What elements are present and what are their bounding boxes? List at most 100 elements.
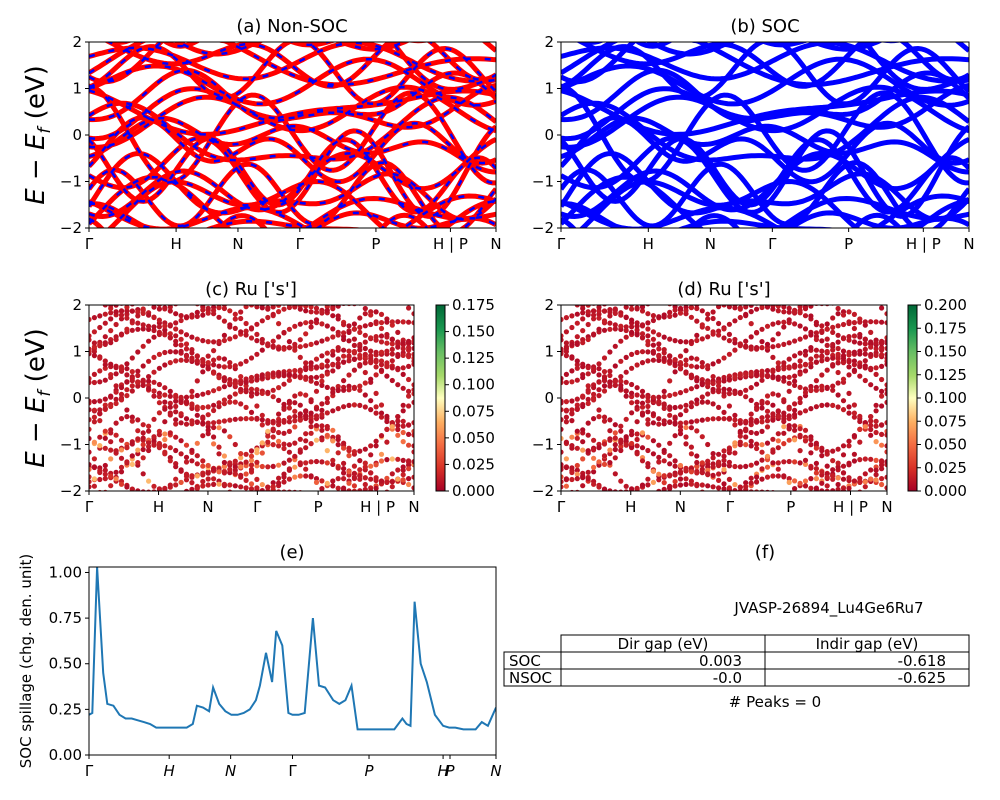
- projection-point: [238, 380, 244, 387]
- projection-point: [575, 489, 580, 491]
- projection-point: [738, 545, 743, 550]
- projection-point: [634, 306, 640, 312]
- projection-point: [629, 268, 634, 273]
- projection-point: [260, 518, 265, 523]
- projection-point: [569, 469, 575, 476]
- projection-point: [694, 481, 700, 487]
- projection-point: [879, 345, 885, 351]
- projection-point: [281, 406, 287, 412]
- projection-point: [297, 473, 303, 479]
- projection-point: [726, 338, 733, 344]
- projection-point: [151, 293, 156, 298]
- projection-point: [124, 407, 130, 413]
- projection-point: [688, 400, 695, 406]
- xtick-label: P: [371, 235, 380, 253]
- projection-point: [303, 509, 308, 514]
- projection-point: [146, 547, 151, 552]
- projection-point: [716, 500, 721, 505]
- projection-point: [401, 275, 406, 280]
- projection-point: [596, 502, 601, 507]
- projection-point: [184, 542, 189, 547]
- projection-point: [335, 406, 341, 412]
- projection-point: [265, 260, 270, 265]
- projection-point: [661, 357, 667, 363]
- projection-point: [879, 481, 885, 488]
- projection-point: [639, 458, 646, 464]
- projection-point: [667, 453, 673, 459]
- projection-point: [591, 283, 596, 288]
- projection-point: [216, 504, 221, 509]
- projection-point: [244, 267, 249, 272]
- projection-point: [629, 306, 635, 312]
- projection-point: [249, 258, 254, 263]
- projection-point: [645, 358, 651, 364]
- projection-point: [368, 312, 374, 318]
- projection-point: [797, 426, 803, 432]
- projection-point: [699, 482, 705, 488]
- projection-point: [803, 495, 808, 500]
- projection-point: [563, 315, 570, 321]
- projection-point: [97, 407, 103, 413]
- projection-point: [351, 385, 357, 391]
- xtick-label: H: [153, 498, 164, 516]
- projection-point: [694, 464, 700, 470]
- projection-point: [830, 458, 836, 464]
- projection-point: [162, 531, 167, 536]
- projection-point: [699, 336, 705, 342]
- projection-point: [775, 438, 781, 444]
- projection-point: [308, 459, 314, 465]
- projection-point: [286, 377, 292, 383]
- projection-point: [221, 378, 227, 384]
- projection-point: [683, 420, 689, 426]
- cbar-tick-label: 0.050: [452, 429, 495, 447]
- band-line: [89, 69, 496, 122]
- projection-point: [168, 496, 173, 501]
- projection-point: [607, 488, 613, 491]
- projection-point: [786, 317, 792, 323]
- projection-point: [716, 267, 721, 272]
- projection-point: [227, 505, 232, 510]
- projection-point: [189, 402, 195, 408]
- projection-point: [248, 481, 255, 487]
- projection-point: [743, 311, 749, 317]
- projection-point: [357, 341, 363, 348]
- projection-point: [656, 357, 662, 363]
- projection-point: [802, 457, 809, 463]
- projection-point: [162, 274, 167, 279]
- projection-point: [270, 418, 276, 424]
- projection-point: [862, 456, 868, 462]
- projection-point: [759, 428, 765, 434]
- projection-point: [281, 259, 286, 264]
- projection-point: [884, 274, 889, 279]
- projection-point: [732, 422, 738, 428]
- projection-point: [574, 362, 580, 368]
- projection-point: [667, 404, 673, 410]
- projection-point: [743, 484, 749, 490]
- projection-point: [639, 360, 646, 366]
- projection-point: [292, 368, 298, 374]
- projection-point: [195, 496, 200, 501]
- projection-point: [287, 508, 292, 513]
- projection-point: [227, 399, 233, 405]
- projection-point: [868, 456, 874, 462]
- projection-point: [248, 378, 255, 384]
- projection-point: [607, 447, 613, 453]
- projection-point: [868, 382, 874, 388]
- projection-point: [346, 502, 351, 507]
- projection-point: [341, 445, 347, 451]
- projection-point: [357, 402, 363, 408]
- projection-point: [836, 267, 841, 272]
- projection-point: [596, 393, 602, 399]
- projection-point: [254, 391, 260, 397]
- projection-point: [824, 348, 830, 355]
- projection-point: [824, 385, 830, 391]
- projection-point: [384, 331, 390, 338]
- projection-point: [612, 489, 618, 491]
- projection-point: [808, 465, 814, 471]
- projection-point: [677, 462, 684, 469]
- projection-point: [189, 289, 194, 294]
- projection-point: [373, 337, 379, 343]
- projection-point: [629, 486, 635, 491]
- projection-point: [335, 387, 341, 393]
- projection-point: [569, 287, 574, 292]
